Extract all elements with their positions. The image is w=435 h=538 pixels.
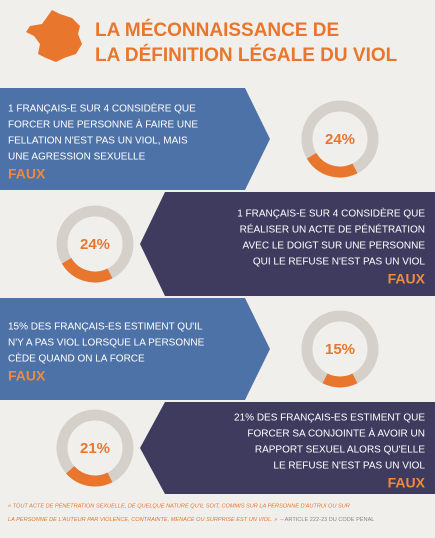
title-line: LA MÉCONNAISSANCE DE [95,19,339,41]
panel [0,88,270,190]
verdict: FAUX [388,271,426,287]
panel [140,192,435,296]
donut-label: 24% [80,236,110,253]
donut-label: 15% [325,341,355,358]
quote-line: LA PERSONNE DE L'AUTEUR PAR VIOLENCE, CO… [8,516,374,523]
statement-line: FELLATION N'EST PAS UN VIOL, MAIS [8,136,188,147]
statement-line: 1 FRANÇAIS-E SUR 4 CONSIDÈRE QUE [237,207,425,220]
statement-line: RÉALISER UN ACTE DE PÉNÉTRATION [240,223,425,236]
quote-text: LA PERSONNE DE L'AUTEUR PAR VIOLENCE, CO… [8,517,277,523]
statement-line: CÈDE QUAND ON LA FORCE [8,352,145,365]
statement-line: QUI LE REFUSE N'EST PAS UN VIOL [253,257,426,268]
source: – ARTICLE 222-23 DU CODE PÉNAL [280,516,374,523]
donut-segment [66,465,113,487]
statement-line: RAPPORT SEXUEL ALORS QU'ELLE [255,445,425,456]
statement-line: AVEC LE DOIGT SUR UNE PERSONNE [243,241,426,252]
verdict: FAUX [8,166,46,182]
statement-line: 15% DES FRANÇAIS-ES ESTIMENT QU'IL [8,322,203,333]
statement-line: UNE AGRESSION SEXUELLE [8,152,146,163]
statement-line: N'Y A PAS VIOL LORSQUE LA PERSONNE [8,338,205,349]
donut-label: 24% [325,131,355,148]
donut-segment [322,373,358,388]
donut-segment [306,152,358,178]
title-line: LA DÉFINITION LÉGALE DU VIOL [95,44,398,66]
statement-line: FORCER UNE PERSONNE À FAIRE UNE [8,118,198,131]
quote-line: « TOUT ACTE DE PÉNÉTRATION SEXUELLE, DE … [8,502,350,509]
statement-line: 21% DES FRANÇAIS-ES ESTIMENT QUE [234,413,425,424]
panel [0,298,270,400]
statement-line: 1 FRANÇAIS-E SUR 4 CONSIDÈRE QUE [8,102,196,115]
statement-line: LE REFUSE N'EST PAS UN VIOL [273,461,425,472]
france-icon [26,10,82,62]
verdict: FAUX [8,368,46,384]
statement-line: FORCER SA CONJOINTE À AVOIR UN [247,427,425,440]
donut-segment [61,257,113,283]
donut-label: 21% [80,440,110,457]
panel [140,402,435,494]
verdict: FAUX [388,475,426,491]
